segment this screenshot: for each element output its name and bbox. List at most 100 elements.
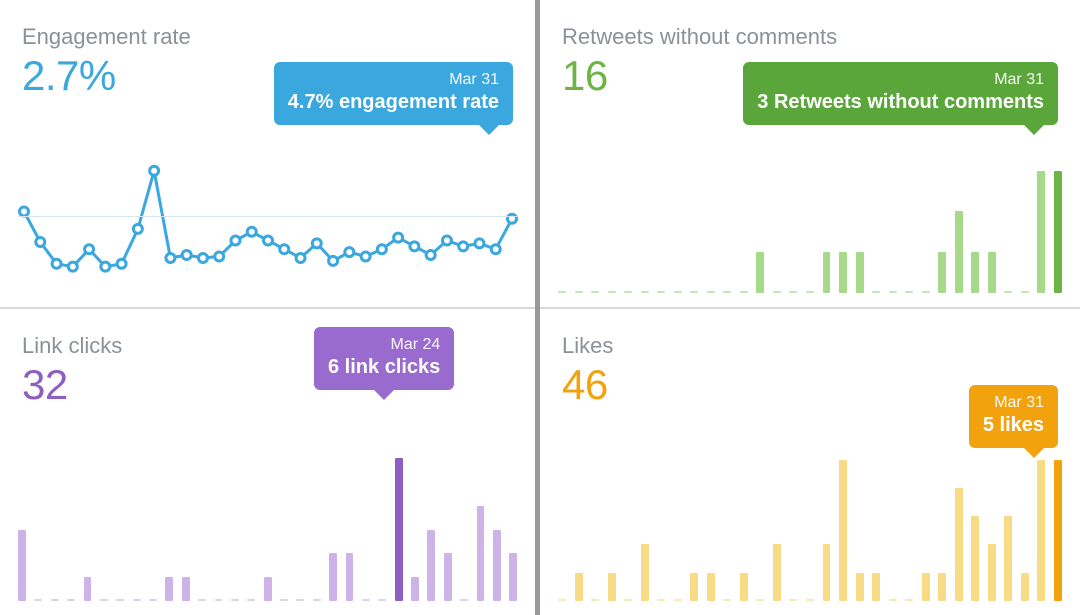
panel-retweets[interactable]: Retweets without comments 16 Mar 31 3 Re… [540,0,1080,309]
bar[interactable] [872,291,880,293]
bar[interactable] [1021,291,1029,293]
panel-likes[interactable]: Likes 46 Mar 31 5 likes [540,309,1080,615]
data-point[interactable] [68,262,77,271]
bar[interactable] [477,506,485,601]
data-point[interactable] [329,256,338,265]
bar[interactable] [509,553,517,601]
data-point[interactable] [133,224,142,233]
data-point[interactable] [361,251,370,260]
data-point[interactable] [198,253,207,262]
bar[interactable] [938,252,946,293]
clicks-chart[interactable] [18,451,517,601]
data-point[interactable] [182,250,191,259]
bar[interactable] [329,553,337,601]
data-point[interactable] [475,238,484,247]
bar[interactable] [51,599,59,601]
bar[interactable] [395,458,403,601]
bar[interactable] [1021,573,1029,601]
bar[interactable] [823,544,831,601]
data-point[interactable] [312,238,321,247]
bar[interactable] [889,599,897,601]
bar[interactable] [1004,291,1012,293]
bar[interactable] [773,544,781,601]
data-point[interactable] [394,233,403,242]
data-point[interactable] [247,227,256,236]
bar[interactable] [806,599,814,601]
bar[interactable] [707,573,715,601]
bar[interactable] [346,553,354,601]
bar[interactable] [839,460,847,602]
bar[interactable] [789,599,797,601]
bar[interactable] [575,291,583,293]
bar[interactable] [856,252,864,293]
bar[interactable] [198,599,206,601]
bar[interactable] [756,599,764,601]
bar[interactable] [313,599,321,601]
bar[interactable] [1054,171,1062,293]
bar[interactable] [67,599,75,601]
bar[interactable] [1004,516,1012,601]
bar[interactable] [955,211,963,292]
bar[interactable] [264,577,272,601]
bar[interactable] [674,291,682,293]
bar[interactable] [231,599,239,601]
bar[interactable] [641,544,649,601]
bar[interactable] [690,291,698,293]
bar[interactable] [641,291,649,293]
bar[interactable] [591,599,599,601]
bar[interactable] [575,573,583,601]
bar[interactable] [558,599,566,601]
data-point[interactable] [101,262,110,271]
data-point[interactable] [264,236,273,245]
data-point[interactable] [215,251,224,260]
data-point[interactable] [296,253,305,262]
data-point[interactable] [85,244,94,253]
bar[interactable] [905,599,913,601]
bar[interactable] [872,573,880,601]
data-point[interactable] [150,166,159,175]
data-point[interactable] [20,206,29,215]
data-point[interactable] [377,244,386,253]
data-point[interactable] [52,259,61,268]
bar[interactable] [493,530,501,601]
bar[interactable] [362,599,370,601]
bar[interactable] [723,599,731,601]
data-point[interactable] [280,244,289,253]
data-point[interactable] [36,237,45,246]
bar[interactable] [789,291,797,293]
bar[interactable] [773,291,781,293]
bar[interactable] [165,577,173,601]
bar[interactable] [296,599,304,601]
bar[interactable] [624,599,632,601]
bar[interactable] [280,599,288,601]
bar[interactable] [674,599,682,601]
bar[interactable] [823,252,831,293]
bar[interactable] [444,553,452,601]
bar[interactable] [922,291,930,293]
bar[interactable] [34,599,42,601]
bar[interactable] [657,599,665,601]
bar[interactable] [723,291,731,293]
bar[interactable] [427,530,435,601]
bar[interactable] [116,599,124,601]
bar[interactable] [18,530,26,601]
panel-engagement[interactable]: Engagement rate 2.7% Mar 31 4.7% engagem… [0,0,535,309]
bar[interactable] [460,599,468,601]
data-point[interactable] [117,259,126,268]
bar[interactable] [1037,171,1045,293]
bar[interactable] [247,599,255,601]
bar[interactable] [149,599,157,601]
bar[interactable] [971,252,979,293]
bar[interactable] [905,291,913,293]
data-point[interactable] [491,244,500,253]
data-point[interactable] [345,247,354,256]
data-point[interactable] [410,241,419,250]
bar[interactable] [624,291,632,293]
bar[interactable] [756,252,764,293]
bar[interactable] [182,577,190,601]
engagement-chart[interactable] [18,143,517,293]
bar[interactable] [971,516,979,601]
bar[interactable] [806,291,814,293]
bar[interactable] [1054,460,1062,602]
bar[interactable] [558,291,566,293]
